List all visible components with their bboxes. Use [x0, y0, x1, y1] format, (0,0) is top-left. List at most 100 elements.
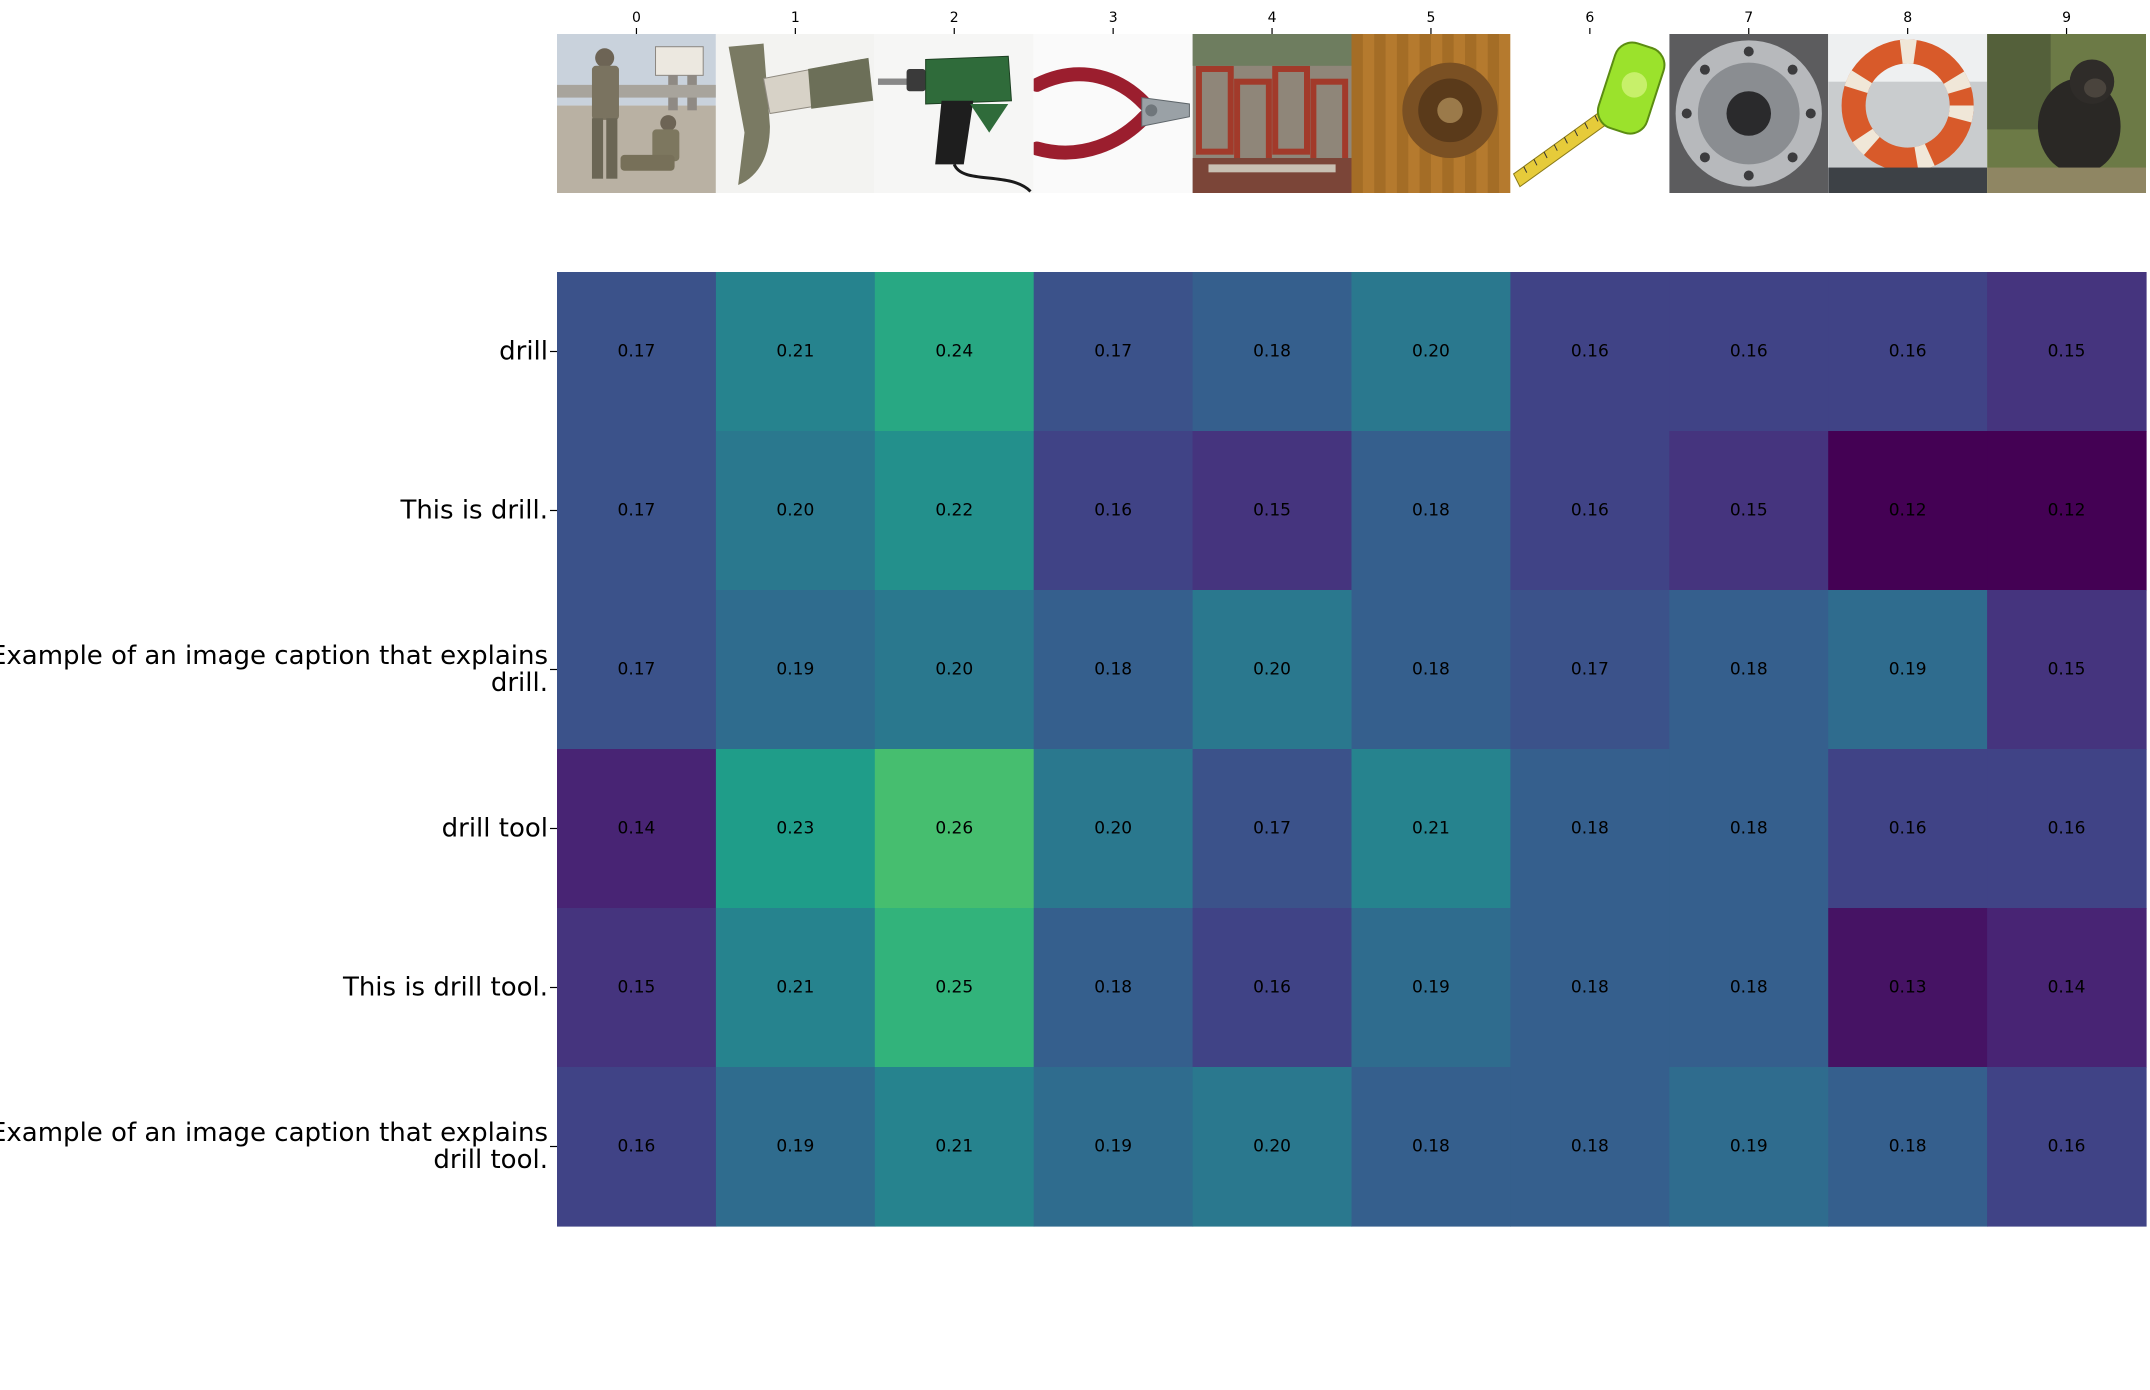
- cell-value-label: 0.18: [1094, 660, 1132, 680]
- cell-value-label: 0.14: [618, 819, 656, 839]
- column-label: 0: [632, 10, 641, 34]
- cell-value-label: 0.20: [776, 501, 814, 521]
- heatmap-cell-fill: [715, 908, 876, 1068]
- heatmap-cell-fill: [1987, 590, 2147, 750]
- cell-value-label: 0.18: [1730, 978, 1768, 998]
- heatmap-cell: 0.21: [1351, 749, 1511, 909]
- cell-value-label: 0.16: [1889, 819, 1927, 839]
- cell-value-label: 0.16: [1253, 978, 1291, 998]
- cell-value-label: 0.21: [776, 978, 814, 998]
- cell-value-label: 0.19: [776, 1137, 814, 1157]
- heatmap-cell-fill: [1351, 431, 1511, 591]
- heatmap-cell-fill: [1669, 749, 1829, 909]
- heatmap-cell-fill: [557, 590, 717, 750]
- row-label: drill tool: [442, 814, 557, 844]
- heatmap-cell-fill: [557, 272, 717, 432]
- cell-value-label: 0.21: [935, 1137, 973, 1157]
- cell-value-label: 0.20: [1094, 819, 1132, 839]
- cell-value-label: 0.16: [1889, 342, 1927, 362]
- heatmap-cell: 0.16: [1987, 1067, 2147, 1227]
- heatmap-cell: 0.18: [1033, 908, 1194, 1068]
- image-thumbnails: [557, 34, 2146, 193]
- heatmap-cell-fill: [1510, 1067, 1670, 1227]
- cell-value-label: 0.18: [1412, 660, 1450, 680]
- heatmap-cell-fill: [1987, 1067, 2147, 1227]
- heatmap-cell-fill: [874, 908, 1035, 1068]
- heatmap-cell-fill: [1828, 590, 1988, 750]
- tape-measure-picture: [1510, 34, 1670, 193]
- heatmap-cell: 0.19: [715, 590, 876, 750]
- row-label-line: Example of an image caption that explain…: [0, 1118, 548, 1148]
- brick-building-construction-picture: [1192, 34, 1352, 193]
- column-label: 4: [1268, 10, 1277, 34]
- monkey-picture: [1987, 34, 2146, 193]
- heatmap-cell-fill: [1669, 908, 1829, 1068]
- heatmap-cell-fill: [557, 908, 717, 1068]
- heatmap-cell: 0.18: [1510, 908, 1670, 1068]
- cell-value-label: 0.22: [935, 501, 973, 521]
- row-label-line: This is drill tool.: [342, 973, 548, 1003]
- heatmap-cell: 0.21: [874, 1067, 1035, 1227]
- cell-value-label: 0.18: [1571, 1137, 1609, 1157]
- heatmap-cell: 0.14: [557, 749, 717, 909]
- column-labels: 0 1 2 3 4 5 6 7 8 9: [632, 10, 2071, 34]
- cell-value-label: 0.15: [1730, 501, 1768, 521]
- heatmap-cell-fill: [1669, 1067, 1829, 1227]
- heatmap-cell-fill: [1987, 272, 2147, 432]
- row-label: Example of an image caption that explain…: [0, 1118, 557, 1175]
- heatmap-cell: 0.15: [557, 908, 717, 1068]
- heatmap-cell-fill: [1828, 1067, 1988, 1227]
- cell-value-label: 0.17: [618, 342, 656, 362]
- hammer-picture: [715, 34, 875, 193]
- heatmap-cell-fill: [1510, 590, 1670, 750]
- heatmap-cell: 0.17: [557, 272, 717, 432]
- heatmap-cell: 0.20: [874, 590, 1035, 750]
- cell-value-label: 0.17: [618, 660, 656, 680]
- row-label: drill: [499, 337, 557, 367]
- column-label-text: 2: [950, 10, 959, 26]
- column-label: 5: [1426, 10, 1435, 34]
- heatmap-cell-fill: [1987, 749, 2147, 909]
- column-label: 3: [1109, 10, 1118, 34]
- cell-value-label: 0.18: [1889, 1137, 1927, 1157]
- heatmap-cell-fill: [1192, 272, 1353, 432]
- row-label: Example of an image caption that explain…: [0, 641, 557, 698]
- cell-value-label: 0.18: [1730, 819, 1768, 839]
- heatmap-cell: 0.22: [874, 431, 1035, 591]
- cell-value-label: 0.20: [935, 660, 973, 680]
- heatmap-cell: 0.19: [1828, 590, 1988, 750]
- row-labels: drill This is drill. Example of an image c…: [0, 337, 557, 1175]
- heatmap-cell: 0.19: [1033, 1067, 1194, 1227]
- cell-value-label: 0.21: [776, 342, 814, 362]
- heatmap-cell: 0.16: [1510, 431, 1670, 591]
- heatmap-cell: 0.16: [1987, 749, 2147, 909]
- row-label-line: drill: [499, 337, 548, 367]
- column-label-text: 6: [1585, 10, 1594, 26]
- heatmap-cell: 0.13: [1828, 908, 1988, 1068]
- heatmap-cell-fill: [715, 590, 876, 750]
- heatmap-cell-fill: [1033, 749, 1194, 909]
- heatmap-cell-fill: [874, 431, 1035, 591]
- cell-value-label: 0.13: [1889, 978, 1927, 998]
- thumbnail-image: [1828, 34, 1988, 193]
- thumbnail-image: [1033, 34, 1193, 193]
- heatmap-cell-fill: [874, 1067, 1035, 1227]
- heatmap-cell: 0.18: [1510, 749, 1670, 909]
- row-label-line: This is drill.: [399, 496, 548, 526]
- heatmap-cell: 0.21: [715, 908, 876, 1068]
- heatmap-cell-fill: [715, 749, 876, 909]
- cell-value-label: 0.18: [1253, 342, 1291, 362]
- column-label: 9: [2062, 10, 2071, 34]
- thumbnail-image: [874, 34, 1034, 193]
- heatmap-cell-fill: [1669, 272, 1829, 432]
- cell-value-label: 0.16: [1094, 501, 1132, 521]
- heatmap-cell-fill: [1669, 590, 1829, 750]
- heatmap-cell-fill: [874, 749, 1035, 909]
- heatmap-cell: 0.17: [1033, 272, 1194, 432]
- heatmap-cell-fill: [1987, 908, 2147, 1068]
- cell-value-label: 0.19: [776, 660, 814, 680]
- cell-value-label: 0.18: [1571, 819, 1609, 839]
- heatmap-cell-fill: [1510, 749, 1670, 909]
- column-label: 8: [1903, 10, 1912, 34]
- heatmap-cell: 0.24: [874, 272, 1035, 432]
